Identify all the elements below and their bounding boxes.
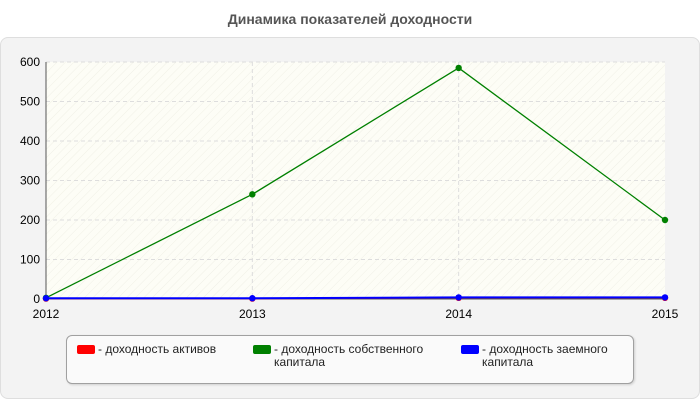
- legend-swatch-assets: [77, 345, 95, 354]
- grid-lines: [46, 61, 665, 299]
- data-point-equity[interactable]: [455, 64, 462, 72]
- data-point-debt[interactable]: [249, 295, 256, 302]
- series-line-debt: [46, 296, 665, 300]
- legend-item-assets: - доходность активов: [77, 343, 248, 356]
- data-point-debt[interactable]: [42, 295, 50, 302]
- legend-item-equity: - доходность собственного капитала: [253, 343, 424, 369]
- data-point-equity[interactable]: [249, 191, 256, 198]
- legend-label-assets: - доходность активов: [98, 342, 217, 356]
- data-point-debt[interactable]: [455, 294, 462, 301]
- legend-label-debt: - доходность заемного капитала: [482, 342, 608, 369]
- y-tick-label: 300: [20, 174, 40, 188]
- legend-item-debt: - доходность заемного капитала: [461, 343, 632, 369]
- axes: 0 100 200 300 400 500 600 2012 2013 2014 2015: [20, 55, 679, 321]
- y-tick-label: 600: [20, 55, 40, 69]
- chart-title: Динамика показателей доходности: [227, 11, 473, 27]
- legend-swatch-equity: [253, 345, 271, 354]
- y-tick-label: 100: [20, 253, 40, 267]
- x-tick-label: 2014: [445, 307, 472, 321]
- y-tick-label: 400: [20, 134, 40, 148]
- series-line-equity: [45, 67, 666, 299]
- data-point-debt[interactable]: [661, 294, 669, 301]
- data-point-equity[interactable]: [661, 216, 669, 224]
- y-tick-label: 200: [20, 213, 40, 227]
- legend-label-equity: - доходность собственного капитала: [274, 342, 424, 369]
- series-lines: [42, 64, 669, 302]
- x-tick-label: 2015: [652, 307, 679, 321]
- x-tick-label: 2012: [33, 307, 60, 321]
- y-tick-label: 500: [20, 95, 40, 109]
- x-tick-label: 2013: [239, 307, 266, 321]
- y-tick-label: 0: [33, 292, 40, 306]
- legend-swatch-debt: [461, 345, 479, 354]
- legend: - доходность активов - доходность собств…: [66, 335, 634, 384]
